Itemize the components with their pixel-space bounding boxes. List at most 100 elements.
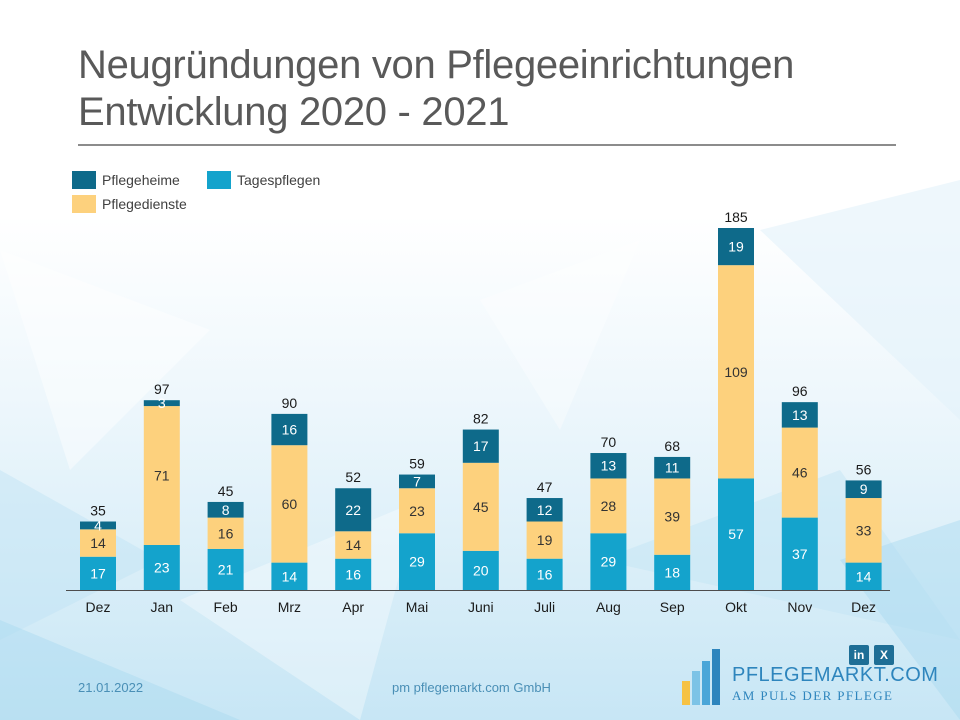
total-label-12: 56	[856, 461, 872, 477]
data-label-pflegedienste-5: 23	[409, 503, 425, 519]
legend-item-pflegedienste: Pflegedienste	[72, 194, 187, 214]
total-label-9: 68	[664, 438, 680, 454]
bar-tagespflegen-1	[143, 544, 180, 590]
x-tick-label-2: Feb	[214, 599, 238, 615]
legend-swatch-tagespflegen	[207, 171, 231, 189]
total-label-4: 52	[345, 469, 361, 485]
data-label-tagespflegen-10: 57	[728, 526, 744, 542]
bar-tagespflegen-4	[335, 558, 372, 590]
data-label-pflegedienste-8: 28	[601, 498, 617, 514]
total-label-10: 185	[724, 209, 748, 225]
xing-icon[interactable]: X	[874, 645, 894, 665]
total-label-7: 47	[537, 479, 553, 495]
x-tick-label-10: Okt	[725, 599, 747, 615]
total-label-8: 70	[601, 434, 617, 450]
bar-pflegedienste-1	[143, 406, 180, 545]
page-title-line1: Neugründungen von Pflegeeinrichtungen	[78, 43, 795, 87]
bar-pflegedienste-12	[845, 498, 882, 563]
data-label-tagespflegen-12: 14	[856, 568, 872, 584]
total-label-5: 59	[409, 456, 425, 472]
bar-tagespflegen-7	[526, 558, 563, 590]
footer-date: 21.01.2022	[78, 680, 144, 695]
data-label-tagespflegen-1: 23	[154, 559, 170, 575]
data-label-pflegedienste-1: 71	[154, 468, 170, 484]
bar-pflegeheime-0	[80, 521, 116, 530]
data-label-tagespflegen-7: 16	[537, 566, 553, 582]
data-label-tagespflegen-2: 21	[218, 561, 234, 577]
x-tick-label-8: Aug	[596, 599, 621, 615]
bar-pflegedienste-6	[462, 462, 499, 551]
data-label-pflegeheime-5: 7	[413, 473, 421, 489]
data-label-pflegedienste-12: 33	[856, 522, 872, 538]
bar-pflegedienste-8	[590, 478, 627, 534]
bar-pflegeheime-1	[143, 400, 180, 407]
data-label-tagespflegen-6: 20	[473, 562, 489, 578]
logo-bars-icon	[682, 649, 720, 705]
data-label-pflegeheime-0: 4	[94, 517, 102, 533]
data-label-pflegeheime-2: 8	[222, 502, 230, 518]
data-label-pflegeheime-10: 19	[728, 239, 744, 255]
data-label-tagespflegen-5: 29	[409, 554, 425, 570]
bar-tagespflegen-2	[207, 548, 244, 590]
bar-tagespflegen-11	[781, 517, 818, 590]
bar-pflegeheime-9	[654, 456, 691, 479]
linkedin-icon[interactable]: in	[849, 645, 869, 665]
bar-pflegedienste-9	[654, 478, 691, 555]
legend-item-pflegeheime: Pflegeheime	[72, 170, 180, 190]
bar-pflegeheime-6	[462, 429, 499, 463]
data-label-tagespflegen-11: 37	[792, 546, 808, 562]
bar-tagespflegen-8	[590, 533, 627, 590]
data-label-tagespflegen-4: 16	[345, 566, 361, 582]
legend-label-tagespflegen: Tagespflegen	[237, 172, 321, 188]
data-label-pflegeheime-1: 3	[158, 395, 166, 411]
total-label-2: 45	[218, 483, 234, 499]
data-label-pflegedienste-7: 19	[537, 532, 553, 548]
bar-pflegeheime-5	[399, 474, 435, 489]
data-label-pflegedienste-4: 14	[345, 537, 361, 553]
bar-pflegedienste-2	[207, 517, 244, 549]
data-label-pflegeheime-8: 13	[601, 458, 617, 474]
bar-tagespflegen-5	[399, 533, 435, 590]
data-label-pflegedienste-9: 39	[664, 509, 680, 525]
bar-pflegeheime-11	[781, 402, 818, 428]
bar-pflegedienste-11	[781, 427, 818, 518]
data-label-pflegeheime-12: 9	[860, 481, 868, 497]
data-label-tagespflegen-0: 17	[90, 565, 106, 581]
x-tick-label-9: Sep	[660, 599, 685, 615]
bar-tagespflegen-9	[654, 554, 691, 590]
page-title-line2: Entwicklung 2020 - 2021	[78, 90, 510, 134]
total-label-1: 97	[154, 381, 170, 397]
legend-swatch-pflegeheime	[72, 171, 96, 189]
bar-pflegedienste-3	[271, 445, 308, 563]
bar-tagespflegen-3	[271, 562, 308, 590]
data-label-pflegeheime-3: 16	[282, 422, 298, 438]
x-tick-label-3: Mrz	[278, 599, 301, 615]
bar-pflegedienste-10	[718, 265, 754, 479]
legend-item-tagespflegen: Tagespflegen	[207, 170, 320, 190]
logo-wordmark: PFLEGEMARKT.COM	[732, 664, 939, 686]
data-label-pflegeheime-11: 13	[792, 407, 808, 423]
bar-pflegedienste-0	[80, 529, 116, 557]
data-label-tagespflegen-3: 14	[282, 568, 298, 584]
data-label-pflegeheime-4: 22	[345, 502, 361, 518]
bar-pflegedienste-7	[526, 521, 563, 559]
x-tick-label-1: Jan	[151, 599, 174, 615]
total-label-3: 90	[282, 395, 298, 411]
x-tick-label-12: Dez	[851, 599, 876, 615]
data-label-pflegedienste-2: 16	[218, 525, 234, 541]
bar-tagespflegen-0	[80, 556, 116, 590]
legend-label-pflegedienste: Pflegedienste	[102, 196, 187, 212]
bar-pflegeheime-8	[590, 453, 627, 479]
bar-pflegedienste-4	[335, 531, 372, 559]
total-label-0: 35	[90, 503, 106, 519]
bar-pflegeheime-7	[526, 498, 563, 522]
legend-label-pflegeheime: Pflegeheime	[102, 172, 180, 188]
data-label-pflegeheime-9: 11	[665, 460, 680, 476]
x-tick-label-11: Nov	[787, 599, 812, 615]
total-label-11: 96	[792, 383, 808, 399]
legend-swatch-pflegedienste	[72, 195, 96, 213]
bar-pflegeheime-2	[207, 501, 244, 518]
data-label-pflegeheime-6: 17	[473, 438, 489, 454]
bar-tagespflegen-10	[718, 478, 754, 590]
